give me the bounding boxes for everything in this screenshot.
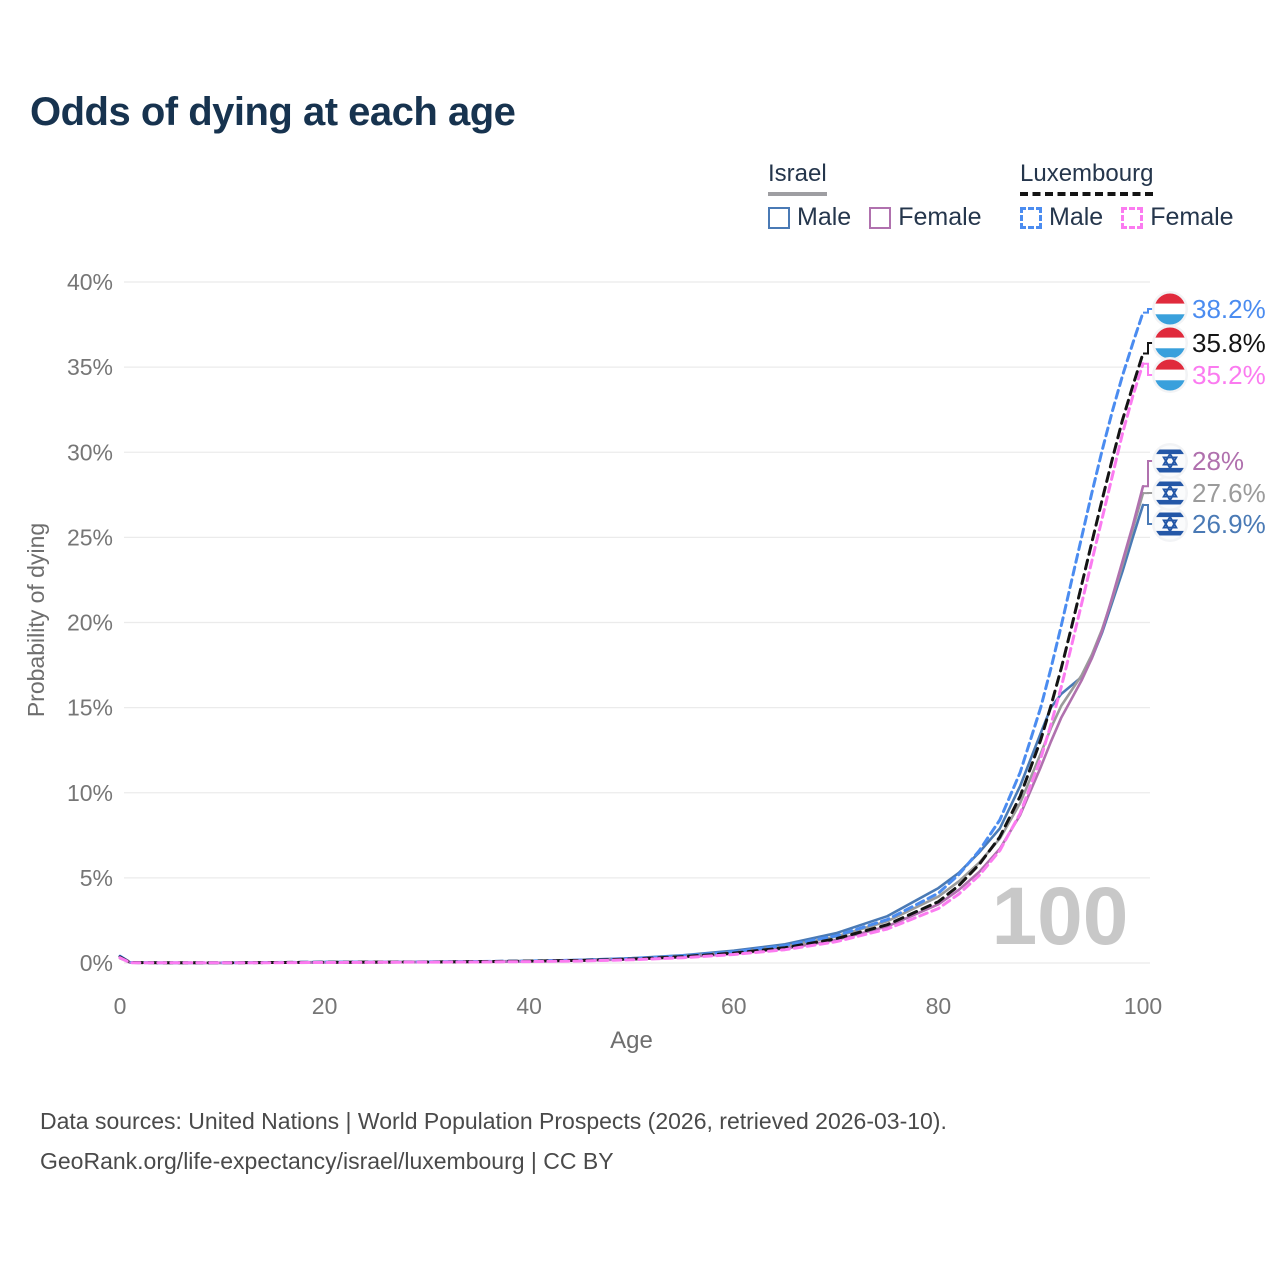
y-tick-label: 30% [67, 439, 113, 465]
x-tick-label: 0 [114, 993, 127, 1019]
legend-label-israel-female: Female [898, 203, 982, 231]
x-tick-label: 60 [721, 993, 747, 1019]
legend-group-israel: Israel Male Female [768, 160, 982, 232]
page-title: Odds of dying at each age [30, 90, 516, 134]
x-tick-label: 100 [1124, 993, 1162, 1019]
series-line-luxembourg-male [118, 311, 1145, 965]
y-tick-label: 35% [67, 354, 113, 380]
legend-heading-luxembourg: Luxembourg [1020, 160, 1154, 196]
y-tick-label: 25% [67, 524, 113, 550]
end-value-label-israel-male: 26.9% [1192, 509, 1266, 539]
series-line-israel-total [118, 491, 1145, 965]
flag-icon-lu [1152, 291, 1188, 327]
end-value-label-luxembourg-male: 38.2% [1192, 294, 1266, 324]
data-sources-text: Data sources: United Nations | World Pop… [40, 1108, 947, 1134]
flag-icon-lu [1152, 357, 1188, 393]
series-line-luxembourg-female [118, 362, 1145, 965]
end-label-connector-israel-male [1143, 504, 1154, 525]
y-tick-label: 10% [67, 780, 113, 806]
legend-group-luxembourg: Luxembourg Male Female [1020, 160, 1234, 232]
x-tick-label: 40 [516, 993, 542, 1019]
end-label-connector-israel-female [1143, 460, 1154, 488]
end-label-connector-luxembourg-male [1143, 308, 1154, 314]
end-value-label-israel-total: 27.6% [1192, 478, 1266, 508]
legend-label-luxembourg-female: Female [1150, 203, 1234, 231]
series-line-israel-female [118, 485, 1145, 965]
y-tick-label: 15% [67, 695, 113, 721]
flag-icon-il [1152, 443, 1188, 479]
luxembourg-male-swatch-icon [1020, 206, 1042, 229]
y-axis-title: Probability of dying [23, 523, 49, 717]
end-value-label-luxembourg-female: 35.2% [1192, 360, 1266, 390]
flag-icon-lu [1152, 325, 1188, 361]
legend-heading-israel: Israel [768, 160, 827, 196]
series-line-israel-male [118, 503, 1145, 965]
israel-female-swatch-icon [869, 206, 892, 229]
legend-label-luxembourg-male: Male [1049, 203, 1104, 231]
end-value-label-luxembourg-total: 35.8% [1192, 328, 1266, 358]
x-tick-label: 20 [312, 993, 338, 1019]
legend-label-israel-male: Male [797, 203, 852, 231]
luxembourg-female-swatch-icon [1121, 206, 1144, 229]
legend-item-luxembourg-female: Female [1121, 203, 1234, 232]
flag-icon-il [1152, 475, 1188, 511]
y-tick-label: 20% [67, 610, 113, 636]
y-tick-label: 40% [67, 269, 113, 295]
age-watermark: 100 [992, 871, 1129, 962]
legend-item-israel-male: Male [768, 203, 851, 232]
end-label-connector-luxembourg-female [1143, 362, 1154, 376]
x-axis-title: Age [610, 1027, 653, 1054]
end-label-connector-luxembourg-total [1143, 342, 1154, 355]
israel-male-swatch-icon [768, 206, 790, 229]
x-tick-label: 80 [926, 993, 952, 1019]
flag-icon-il [1152, 506, 1188, 542]
legend-item-luxembourg-male: Male [1020, 203, 1103, 232]
series-line-luxembourg-total [118, 352, 1145, 965]
end-value-label-israel-female: 28% [1192, 446, 1244, 476]
y-tick-label: 5% [80, 865, 113, 891]
legend-item-israel-female: Female [869, 203, 982, 232]
y-tick-label: 0% [80, 950, 113, 976]
attribution-text: GeoRank.org/life-expectancy/israel/luxem… [40, 1148, 614, 1174]
